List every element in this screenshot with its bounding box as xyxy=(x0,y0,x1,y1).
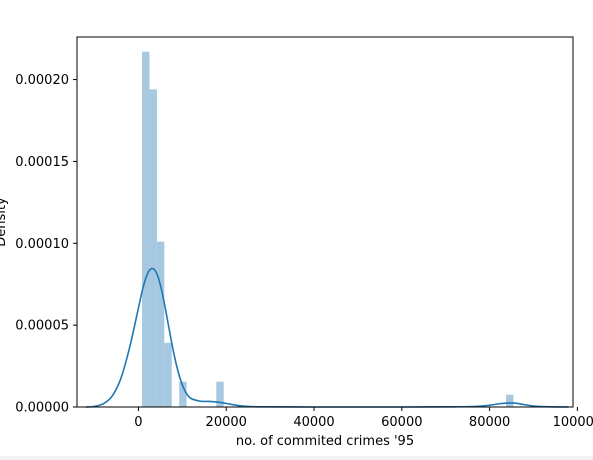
y-tick-label: 0.00015 xyxy=(15,155,69,170)
kde-line xyxy=(85,267,569,408)
x-tick-label: 60000 xyxy=(381,415,422,430)
bottom-strip xyxy=(0,456,593,460)
x-tick-label: 80000 xyxy=(469,415,510,430)
plot-frame xyxy=(76,36,574,408)
histogram-bar xyxy=(142,51,150,407)
histogram-bar xyxy=(164,342,172,407)
kde-curve-group xyxy=(85,267,569,408)
histogram-bar xyxy=(156,241,165,407)
y-tick-label: 0.00000 xyxy=(15,401,69,416)
histogram-bars xyxy=(142,51,514,407)
y-tick-label: 0.00020 xyxy=(15,73,69,88)
y-tick-label: 0.00005 xyxy=(15,319,69,334)
y-tick-label: 0.00010 xyxy=(15,237,69,252)
x-axis-label: no. of commited crimes '95 xyxy=(236,434,414,449)
histogram-bar xyxy=(216,381,224,407)
x-tick-label: 20000 xyxy=(206,415,247,430)
histogram-bar xyxy=(505,394,514,407)
histogram-bar xyxy=(149,89,157,407)
histogram-bar xyxy=(179,381,187,407)
y-axis-ticks: 0.00000 0.00005 0.00010 0.00015 0.00020 xyxy=(15,73,77,416)
y-axis-label: Density xyxy=(0,197,9,247)
x-tick-label: 0 xyxy=(134,415,142,430)
x-tick-label: 40000 xyxy=(293,415,334,430)
